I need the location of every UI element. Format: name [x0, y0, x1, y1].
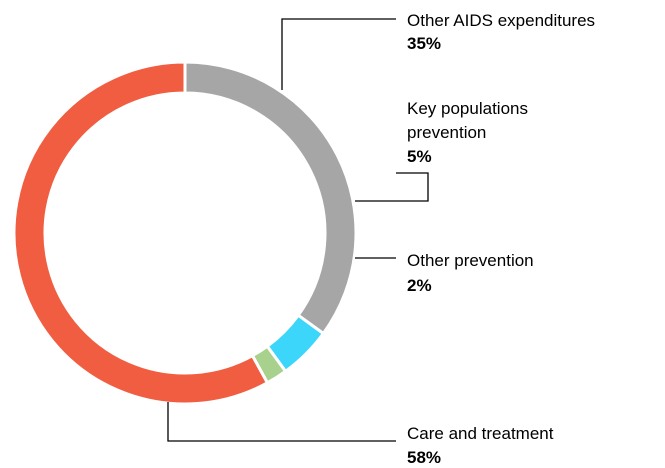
- donut-slice-other-aids-expenditures: [183, 60, 358, 336]
- slice-label-care-treatment: Care and treatment 58%: [407, 424, 554, 467]
- slice-label-key-populations: Key populations prevention 5%: [407, 99, 528, 166]
- leader-line-key-populations: [355, 172, 429, 202]
- slice-label-other-prevention: Other prevention 2%: [407, 251, 534, 295]
- leader-line-care-treatment: [167, 402, 396, 442]
- slice-label-percent: 35%: [407, 34, 441, 53]
- slice-label-other-aids: Other AIDS expenditures 35%: [407, 11, 595, 53]
- slice-label-name-line-1: Key populations: [407, 99, 528, 118]
- slice-label-name-line-2: prevention: [407, 123, 486, 142]
- donut-slices: [12, 60, 358, 406]
- slice-label-percent: 5%: [407, 147, 432, 166]
- label-leader-lines: [167, 18, 429, 442]
- slice-label-name: Other prevention: [407, 251, 534, 270]
- leader-line-other-aids: [281, 18, 396, 90]
- donut-slice-care-and-treatment: [12, 60, 270, 406]
- slice-label-name: Care and treatment: [407, 424, 554, 443]
- slice-label-percent: 58%: [407, 448, 441, 467]
- slice-label-percent: 2%: [407, 276, 432, 295]
- slice-label-name: Other AIDS expenditures: [407, 11, 595, 30]
- slice-labels: Other AIDS expenditures 35% Key populati…: [407, 11, 595, 467]
